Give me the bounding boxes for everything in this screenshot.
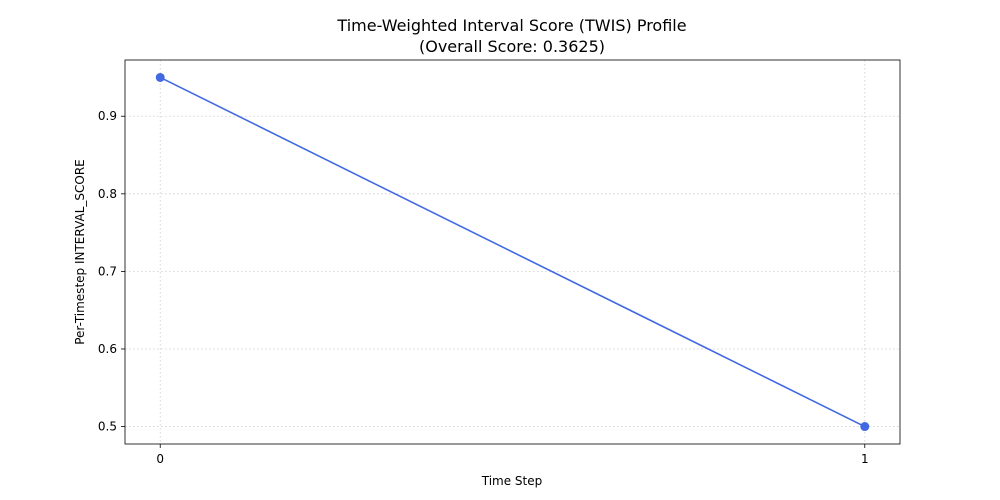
x-axis-label: Time Step	[481, 474, 543, 488]
x-tick-label: 1	[861, 452, 869, 466]
y-tick-label: 0.7	[98, 264, 117, 278]
chart-title: Time-Weighted Interval Score (TWIS) Prof…	[336, 16, 686, 35]
y-tick-label: 0.9	[98, 109, 117, 123]
y-axis-label: Per-Timestep INTERVAL_SCORE	[73, 159, 87, 345]
y-tick-label: 0.8	[98, 187, 117, 201]
data-point	[155, 72, 165, 82]
y-tick-label: 0.5	[98, 420, 117, 434]
y-tick-label: 0.6	[98, 342, 117, 356]
plot-frame	[124, 59, 901, 445]
series-layer	[155, 72, 870, 432]
chart-subtitle: (Overall Score: 0.3625)	[419, 37, 605, 56]
series-line	[159, 76, 866, 428]
grid-layer	[125, 60, 900, 444]
tick-layer: 0 1 0.5 0.6 0.7 0.8 0.9	[98, 109, 869, 466]
data-point	[860, 422, 870, 432]
x-tick-label: 0	[156, 452, 164, 466]
